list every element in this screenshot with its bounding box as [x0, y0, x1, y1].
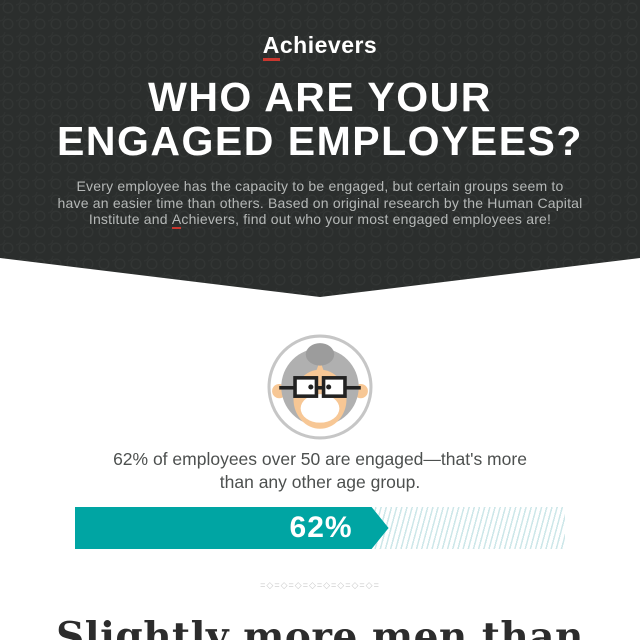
stat-caption: 62% of employees over 50 are engaged—tha…: [0, 448, 640, 494]
page-title: WHO ARE YOUR ENGAGED EMPLOYEES?: [0, 75, 640, 163]
header-section: Achievers WHO ARE YOUR ENGAGED EMPLOYEES…: [0, 0, 640, 297]
title-line-1: WHO ARE YOUR: [148, 74, 492, 121]
logo-rest: chievers: [279, 32, 378, 58]
next-section-heading: Slightly more men than: [56, 614, 584, 640]
intro-line-3-prefix: Institute and: [88, 211, 172, 228]
intro-line-1: Every employee has the capacity to be en…: [76, 178, 564, 195]
intro-brand-rest: chievers: [181, 211, 236, 228]
caption-line-2: than any other age group.: [219, 472, 421, 492]
logo-letter-a: A: [263, 33, 280, 61]
ornamental-divider: =◇=◇=◇=◇=◇=◇=◇=◇=: [260, 580, 380, 590]
engagement-bar-chart: 62%: [75, 507, 565, 549]
bar-fill-62-percent: 62%: [75, 507, 389, 549]
intro-paragraph: Every employee has the capacity to be en…: [0, 178, 640, 229]
older-woman-icon: [267, 334, 373, 440]
intro-line-2: have an easier time than others. Based o…: [57, 194, 583, 211]
bar-value-label: 62%: [289, 511, 353, 544]
caption-line-1: 62% of employees over 50 are engaged—tha…: [113, 449, 527, 469]
intro-brand-letter-a: A: [171, 211, 182, 228]
title-line-2: ENGAGED EMPLOYEES?: [57, 118, 583, 165]
intro-line-3-suffix: , find out who your most engaged employe…: [235, 211, 552, 228]
intro-line-3: Institute and Achievers, find out who yo…: [0, 211, 640, 229]
achievers-logo: Achievers: [0, 0, 640, 61]
